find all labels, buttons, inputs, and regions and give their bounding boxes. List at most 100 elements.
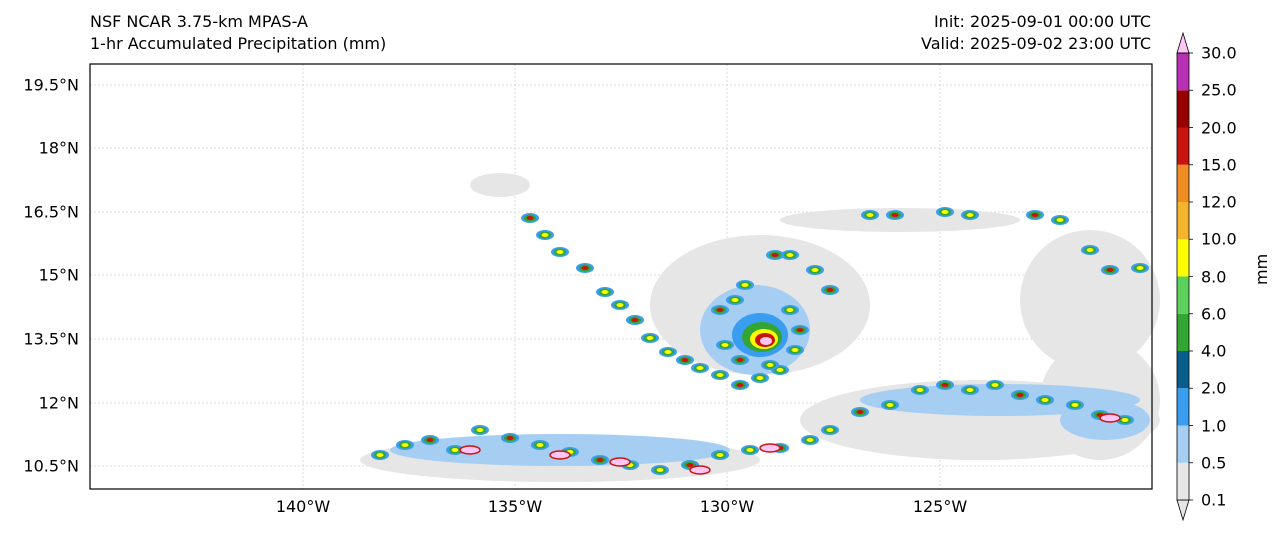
precip-cell — [1051, 215, 1069, 225]
lat-tick: 12°N — [38, 393, 79, 413]
valid-time: Valid: 2025-09-02 23:00 UTC — [920, 34, 1151, 53]
precip-cell — [651, 465, 669, 475]
colorbar-label: 10.0 — [1201, 229, 1237, 249]
precip-cell — [711, 450, 729, 460]
lon-tick: 125°W — [912, 497, 968, 516]
precip-cell — [761, 360, 779, 370]
precip-cell — [806, 265, 824, 275]
precip-cell — [961, 385, 979, 395]
intense-core — [459, 445, 481, 455]
precip-cell — [886, 210, 904, 220]
colorbar-label: 20.0 — [1201, 118, 1237, 137]
colorbar-label: 6.0 — [1201, 304, 1227, 324]
precip-cell — [861, 210, 879, 220]
precip-cell — [1081, 245, 1099, 255]
precip-cell — [801, 435, 819, 445]
colorbar-segment — [1177, 127, 1189, 165]
precip-field — [360, 173, 1160, 482]
precip-cell — [1026, 210, 1044, 220]
colorbar-segment — [1177, 313, 1189, 351]
intense-core — [609, 457, 631, 467]
colorbar-extend-min — [1176, 499, 1190, 522]
precip-cell — [1131, 263, 1149, 273]
time-block: Init: 2025-09-01 00:00 UTC Valid: 2025-0… — [921, 11, 1151, 55]
precip-cell — [731, 380, 749, 390]
precip-cell — [501, 433, 519, 443]
precip-cell — [751, 373, 769, 383]
precip-cell — [851, 407, 869, 417]
precip-cell — [821, 285, 839, 295]
intense-core — [759, 443, 781, 453]
precip-cell — [576, 263, 594, 273]
intense-core — [549, 450, 571, 460]
precip-cell — [591, 455, 609, 465]
lat-tick: 13.5°N — [23, 329, 79, 349]
colorbar-label: 0.1 — [1201, 490, 1227, 510]
precip-cell — [1036, 395, 1054, 405]
colorbar-label: 1.0 — [1201, 416, 1227, 435]
precip-cell — [736, 280, 754, 290]
title-block: NSF NCAR 3.75-km MPAS-A 1-hr Accumulated… — [90, 11, 386, 55]
precip-cell — [551, 247, 569, 257]
precip-cell — [691, 363, 709, 373]
colorbar-segment — [1177, 202, 1189, 240]
precip-cell — [711, 305, 729, 315]
precip-cell — [471, 425, 489, 435]
intense-core — [689, 465, 711, 475]
precip-cell — [821, 425, 839, 435]
precip-cell — [786, 345, 804, 355]
colorbar-segment — [1177, 351, 1189, 389]
lon-tick: 135°W — [487, 497, 543, 516]
colorbar-segment — [1177, 276, 1189, 314]
precip-cell — [659, 347, 677, 357]
precip-cell — [711, 370, 729, 380]
lat-tick: 18°N — [38, 138, 79, 158]
precip-cell — [791, 325, 809, 335]
precip-cell — [731, 355, 749, 365]
precip-cell — [781, 250, 799, 260]
precip-cell — [676, 355, 694, 365]
hurricane-core — [732, 313, 788, 357]
precip-cell — [881, 400, 899, 410]
lat-tick: 15°N — [38, 265, 79, 285]
precip-cell — [1066, 400, 1084, 410]
precip-cell — [741, 445, 759, 455]
precip-cell — [396, 440, 414, 450]
intense-core — [1099, 413, 1121, 423]
init-time: Init: 2025-09-01 00:00 UTC — [933, 12, 1151, 31]
colorbar-segment — [1177, 90, 1189, 128]
colorbar-label: 8.0 — [1201, 267, 1227, 286]
precip-cell — [521, 213, 539, 223]
field-title: 1-hr Accumulated Precipitation (mm) — [90, 34, 387, 53]
precip-cell — [961, 210, 979, 220]
precip-cell — [766, 250, 784, 260]
colorbar-unit: mm — [1252, 253, 1271, 285]
colorbar-segment — [1177, 53, 1189, 91]
lat-tick: 10.5°N — [23, 456, 79, 476]
rainband-cells — [371, 207, 1149, 475]
colorbar-segment — [1177, 388, 1189, 426]
colorbar-label: 25.0 — [1201, 80, 1237, 100]
precip-cell — [641, 333, 659, 343]
colorbar-label: 2.0 — [1201, 378, 1227, 398]
map-area — [89, 63, 1160, 490]
map-frame — [89, 63, 1153, 490]
precip-cell — [936, 207, 954, 217]
precip-cell — [626, 315, 644, 325]
colorbar-label: 4.0 — [1201, 341, 1227, 361]
precip-cell — [531, 440, 549, 450]
colorbar-label: 15.0 — [1201, 155, 1237, 175]
lat-tick: 19.5°N — [23, 75, 79, 95]
precip-cell — [911, 385, 929, 395]
precip-cell — [1101, 265, 1119, 275]
precip-cell — [446, 445, 464, 455]
precip-cell — [421, 435, 439, 445]
colorbar-segment — [1177, 462, 1189, 500]
colorbar-segment — [1177, 425, 1189, 463]
precip-cell — [371, 450, 389, 460]
precip-cell — [611, 300, 629, 310]
precip-cell — [986, 380, 1004, 390]
precip-cell — [596, 287, 614, 297]
colorbar-label: 0.5 — [1201, 453, 1227, 473]
